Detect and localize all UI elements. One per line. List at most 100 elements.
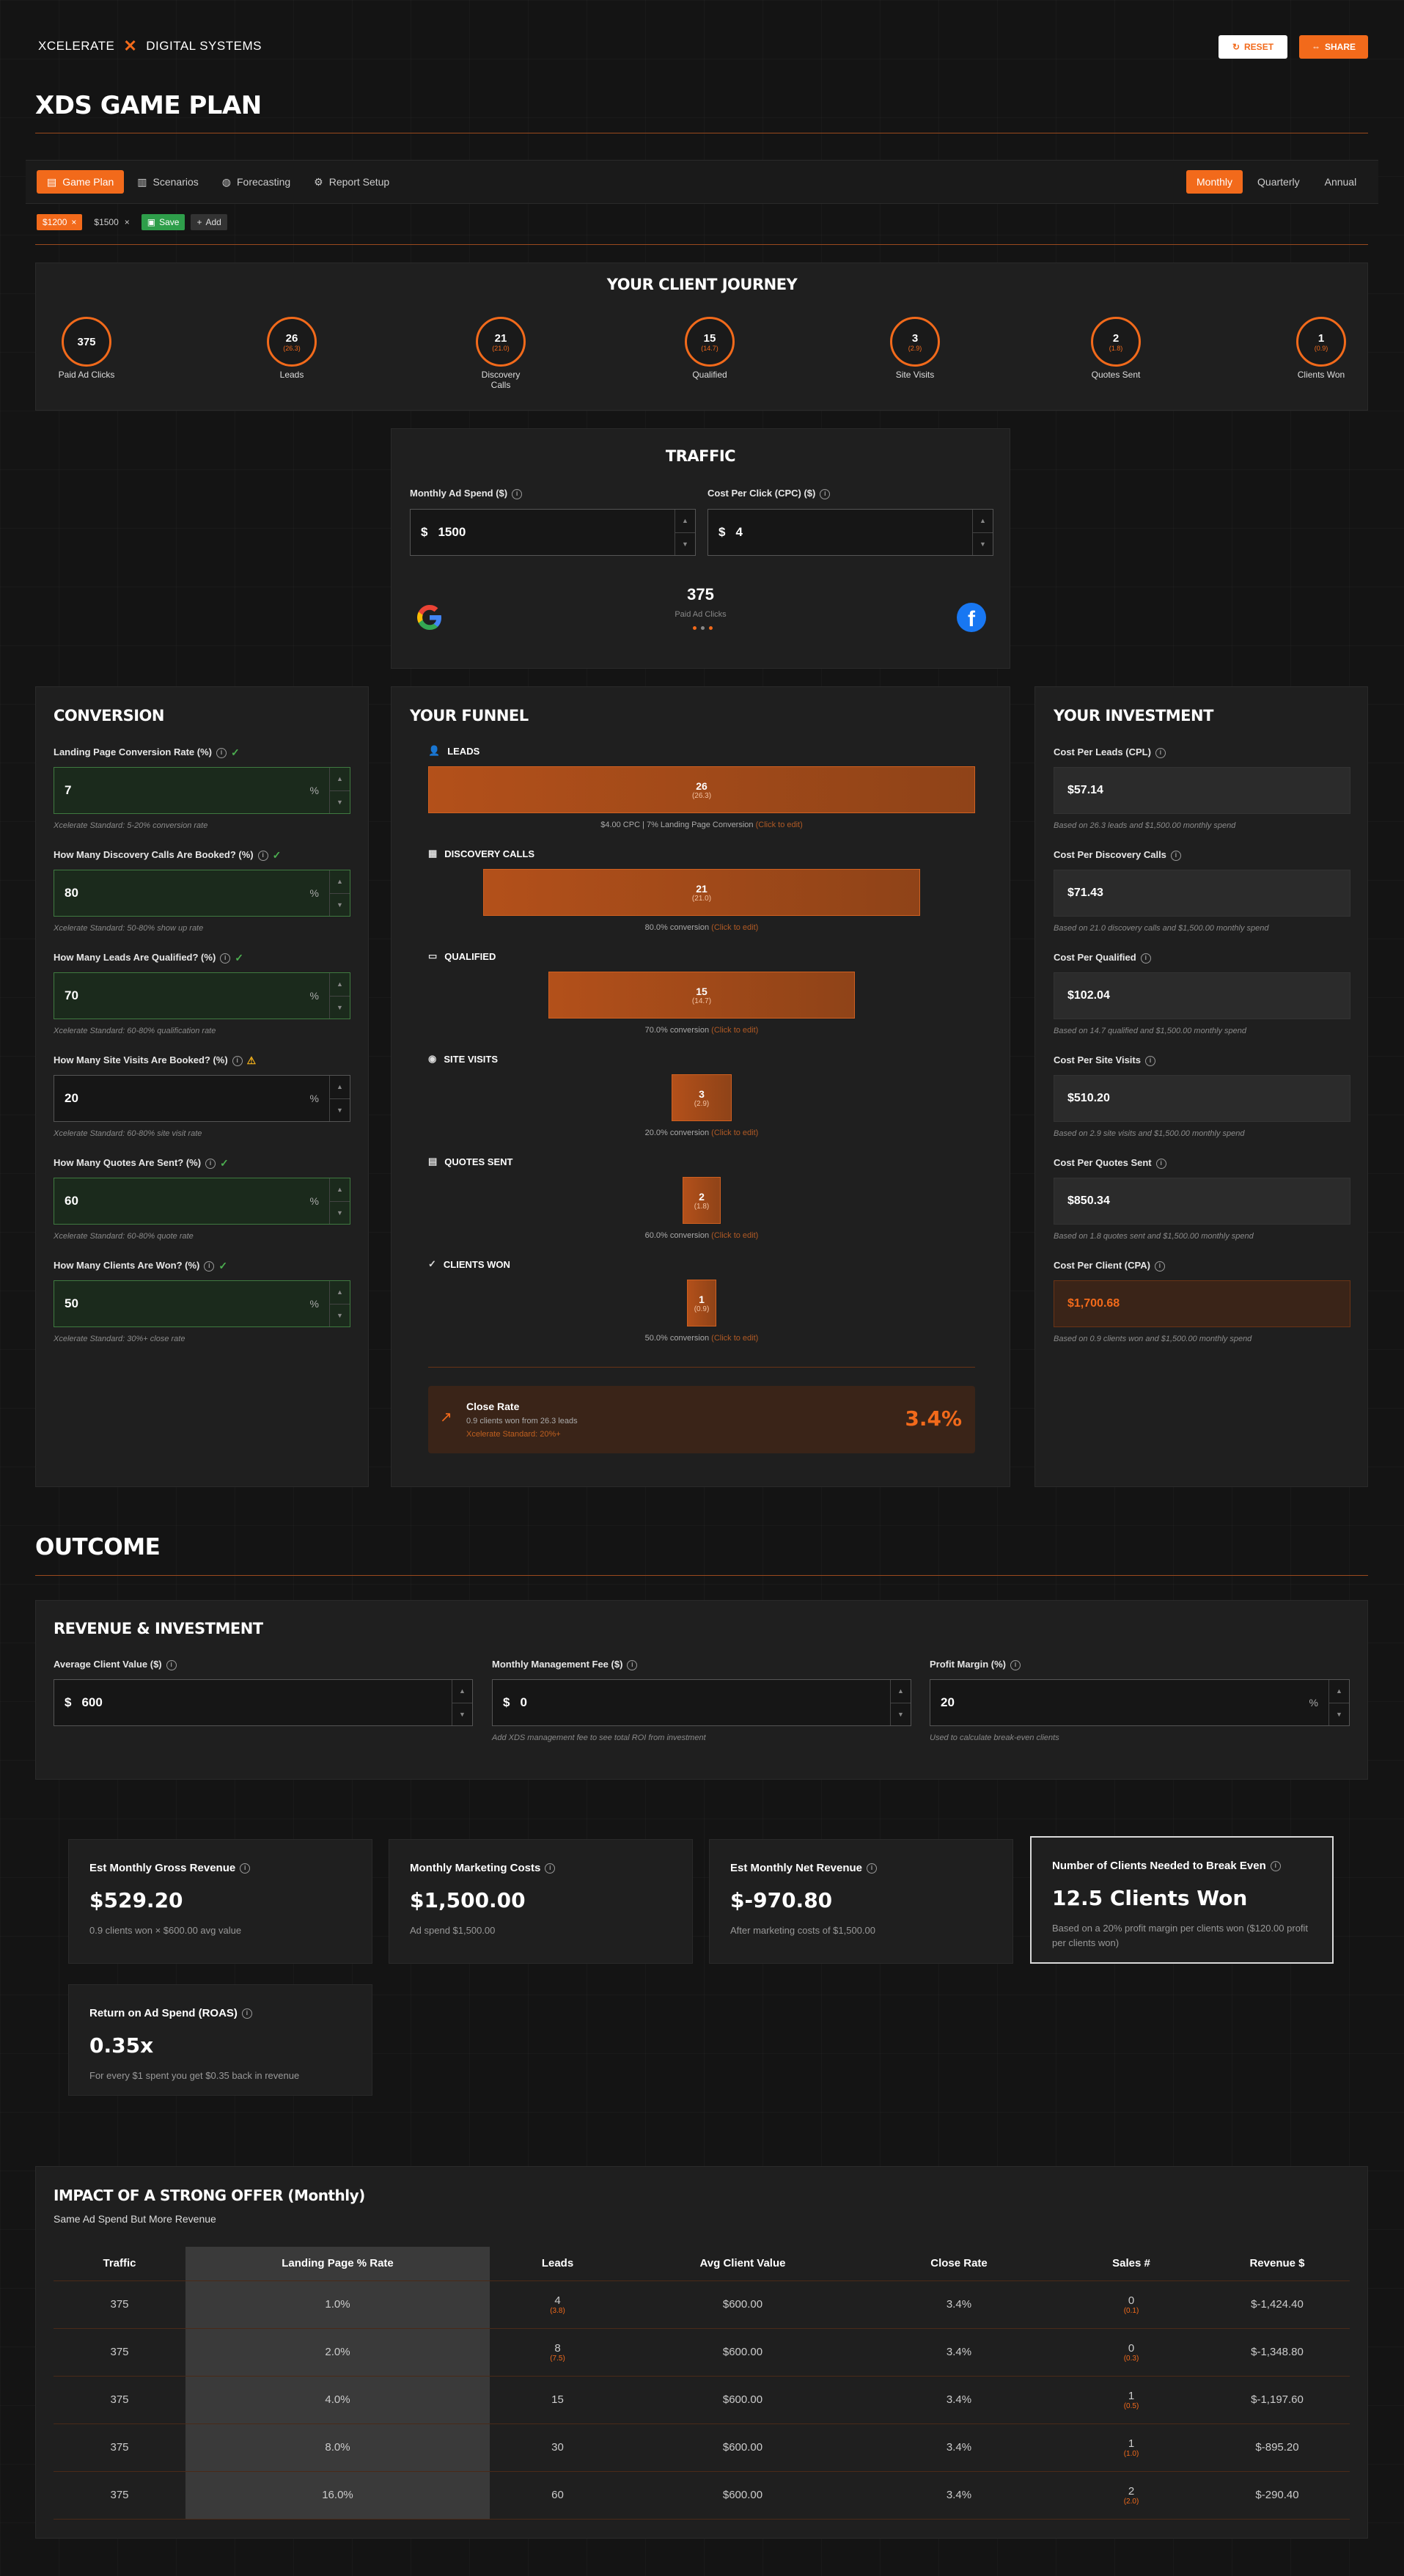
- info-icon[interactable]: i: [205, 1158, 216, 1169]
- margin-input[interactable]: 20 % ▲ ▼: [930, 1679, 1350, 1726]
- chevron-down-icon[interactable]: ▼: [897, 1710, 904, 1718]
- funnel-stage-label: ▤ QUOTES SENT: [428, 1156, 512, 1167]
- chevron-up-icon[interactable]: ▲: [675, 510, 695, 533]
- chevron-up-icon[interactable]: ▲: [330, 768, 350, 791]
- chevron-up-icon[interactable]: ▲: [330, 870, 350, 894]
- info-icon[interactable]: i: [241, 2008, 252, 2019]
- info-icon[interactable]: i: [545, 1863, 556, 1874]
- info-icon[interactable]: i: [1155, 747, 1166, 758]
- chevron-up-icon[interactable]: ▲: [452, 1680, 472, 1703]
- chevron-up-icon[interactable]: ▲: [330, 1178, 350, 1202]
- chevron-up-icon[interactable]: ▲: [891, 1680, 911, 1703]
- info-icon[interactable]: i: [1155, 1158, 1166, 1169]
- period-annual[interactable]: Annual: [1324, 176, 1357, 188]
- click-to-edit-link[interactable]: (Click to edit): [755, 821, 803, 829]
- ad-spend-input[interactable]: $ 1500 ▲ ▼: [410, 509, 696, 556]
- save-button[interactable]: ▣ Save: [141, 214, 185, 230]
- info-icon[interactable]: i: [257, 850, 268, 861]
- info-icon[interactable]: i: [240, 1863, 251, 1874]
- conversion-rate-input[interactable]: 80% ▲ ▼: [54, 870, 350, 917]
- funnel-bar[interactable]: 15 (14.7): [548, 972, 855, 1019]
- scenario-chip-active[interactable]: $1200 ×: [37, 214, 83, 230]
- chevron-down-icon[interactable]: ▼: [337, 1003, 343, 1011]
- info-icon[interactable]: i: [204, 1261, 215, 1272]
- info-icon[interactable]: i: [1154, 1261, 1165, 1272]
- funnel-bar[interactable]: 21 (21.0): [482, 869, 921, 916]
- chevron-up-icon[interactable]: ▲: [330, 973, 350, 997]
- info-icon[interactable]: i: [166, 1659, 177, 1670]
- stepper[interactable]: ▲ ▼: [329, 1281, 350, 1326]
- dot[interactable]: [693, 626, 697, 630]
- conversion-rate-input[interactable]: 50% ▲ ▼: [54, 1280, 350, 1327]
- info-icon[interactable]: i: [512, 488, 523, 499]
- conversion-rate-input[interactable]: 60% ▲ ▼: [54, 1178, 350, 1225]
- chevron-down-icon[interactable]: ▼: [337, 1208, 343, 1217]
- stepper[interactable]: ▲ ▼: [1328, 1680, 1349, 1725]
- tab-scenarios[interactable]: ▥ Scenarios: [127, 170, 209, 194]
- stepper[interactable]: ▲ ▼: [329, 973, 350, 1019]
- chevron-down-icon[interactable]: ▼: [459, 1710, 466, 1718]
- carousel-dots[interactable]: [693, 626, 713, 630]
- stepper[interactable]: ▲ ▼: [452, 1680, 472, 1725]
- add-button[interactable]: + Add: [191, 214, 227, 230]
- info-icon[interactable]: i: [216, 747, 227, 758]
- reset-button[interactable]: ↻ RESET: [1219, 35, 1287, 59]
- chevron-up-icon[interactable]: ▲: [330, 1076, 350, 1099]
- stepper[interactable]: ▲ ▼: [972, 510, 993, 555]
- chevron-down-icon[interactable]: ▼: [682, 540, 688, 548]
- cpc-input[interactable]: $ 4 ▲ ▼: [707, 509, 993, 556]
- funnel-bar[interactable]: 1 (0.9): [687, 1280, 716, 1326]
- chevron-up-icon[interactable]: ▲: [973, 510, 993, 533]
- info-icon[interactable]: i: [1144, 1055, 1155, 1066]
- info-icon[interactable]: i: [867, 1863, 878, 1874]
- stepper[interactable]: ▲ ▼: [890, 1680, 911, 1725]
- share-button[interactable]: ⇔ SHARE: [1299, 35, 1368, 59]
- info-icon[interactable]: i: [1140, 953, 1151, 964]
- info-icon[interactable]: i: [627, 1659, 638, 1670]
- click-to-edit-link[interactable]: (Click to edit): [711, 1334, 759, 1343]
- dot[interactable]: [709, 626, 713, 630]
- stepper[interactable]: ▲ ▼: [329, 768, 350, 813]
- tab-report-setup[interactable]: ⚙ Report Setup: [304, 170, 400, 194]
- stepper[interactable]: ▲ ▼: [329, 870, 350, 916]
- period-quarterly[interactable]: Quarterly: [1257, 176, 1300, 188]
- conversion-rate-input[interactable]: 20% ▲ ▼: [54, 1075, 350, 1122]
- fee-input[interactable]: $ 0 ▲ ▼: [492, 1679, 911, 1726]
- funnel-bar[interactable]: 26 (26.3): [428, 766, 975, 813]
- click-to-edit-link[interactable]: (Click to edit): [711, 923, 759, 932]
- tab-forecasting[interactable]: ◍ Forecasting: [212, 170, 301, 194]
- funnel-bar[interactable]: 3 (2.9): [671, 1074, 732, 1121]
- chevron-down-icon[interactable]: ▼: [1336, 1710, 1342, 1718]
- info-icon[interactable]: i: [1010, 1659, 1021, 1670]
- conversion-rate-input[interactable]: 7% ▲ ▼: [54, 767, 350, 814]
- chevron-down-icon[interactable]: ▼: [337, 1311, 343, 1319]
- stepper[interactable]: ▲ ▼: [675, 510, 695, 555]
- info-icon[interactable]: i: [1270, 1861, 1281, 1872]
- chevron-down-icon[interactable]: ▼: [980, 540, 986, 548]
- info-icon[interactable]: i: [820, 488, 831, 499]
- funnel-bar[interactable]: 2 (1.8): [682, 1177, 721, 1224]
- click-to-edit-link[interactable]: (Click to edit): [711, 1026, 759, 1035]
- click-to-edit-link[interactable]: (Click to edit): [711, 1231, 759, 1240]
- stepper[interactable]: ▲ ▼: [329, 1178, 350, 1224]
- scenario-chip[interactable]: $1500 ×: [88, 214, 135, 230]
- click-to-edit-link[interactable]: (Click to edit): [711, 1129, 759, 1137]
- stepper[interactable]: ▲ ▼: [329, 1076, 350, 1121]
- info-icon[interactable]: i: [232, 1055, 243, 1066]
- info-icon[interactable]: i: [1170, 850, 1181, 861]
- info-icon[interactable]: i: [220, 953, 231, 964]
- close-icon[interactable]: ×: [71, 217, 77, 227]
- period-monthly[interactable]: Monthly: [1186, 170, 1243, 194]
- chevron-up-icon[interactable]: ▲: [330, 1281, 350, 1304]
- chevron-down-icon[interactable]: ▼: [337, 1106, 343, 1114]
- tab-game-plan[interactable]: ▤ Game Plan: [37, 170, 125, 194]
- chevron-up-icon[interactable]: ▲: [1329, 1680, 1349, 1703]
- dot[interactable]: [701, 626, 705, 630]
- acv-input[interactable]: $ 600 ▲ ▼: [54, 1679, 473, 1726]
- chevron-down-icon[interactable]: ▼: [337, 900, 343, 909]
- conversion-rate-input[interactable]: 70% ▲ ▼: [54, 972, 350, 1019]
- funnel-bar-sub: (1.8): [694, 1202, 710, 1211]
- chevron-down-icon[interactable]: ▼: [337, 798, 343, 806]
- close-icon[interactable]: ×: [124, 217, 130, 227]
- funnel-note-text: 20.0% conversion: [644, 1129, 710, 1137]
